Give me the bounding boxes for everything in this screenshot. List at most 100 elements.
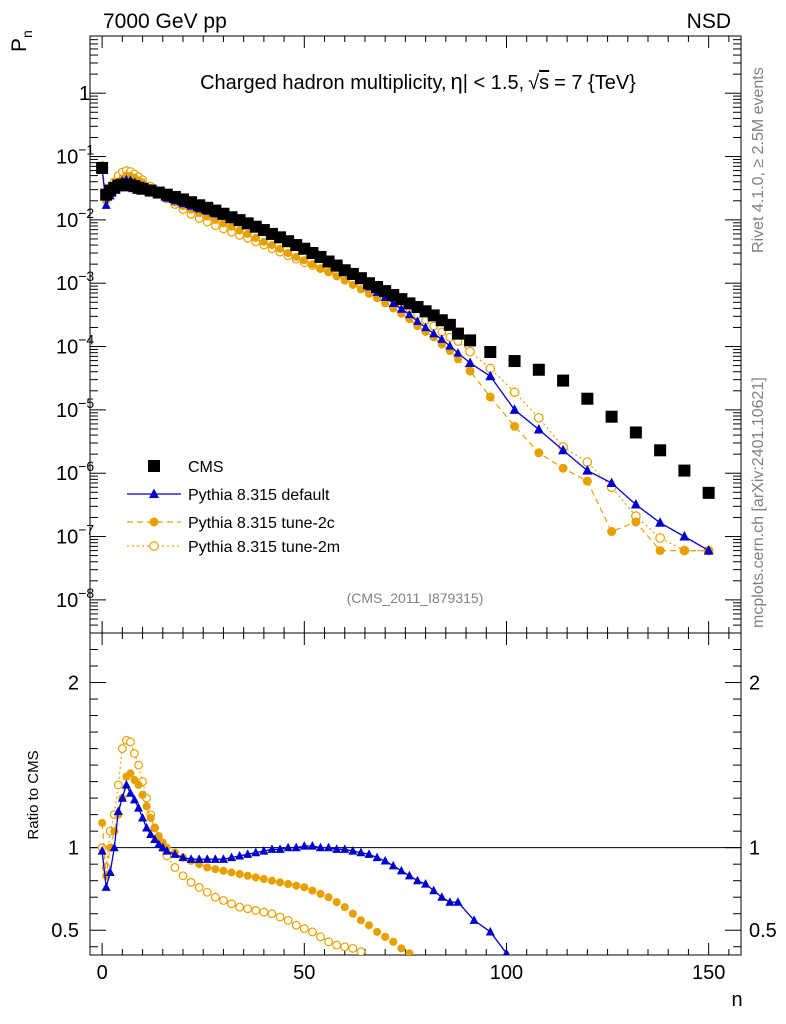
ratio-point-default bbox=[235, 850, 245, 860]
ratio-point-default bbox=[101, 882, 111, 891]
ratio-y-tick-label: 1 bbox=[68, 838, 79, 860]
ratio-point-default bbox=[315, 842, 325, 852]
ratio-point-tune2c bbox=[381, 932, 390, 941]
data-point-tune2c bbox=[485, 392, 495, 402]
ratio-point-default bbox=[117, 793, 127, 802]
ratio-y-label: Ratio to CMS bbox=[25, 750, 42, 839]
ratio-point-tune2m bbox=[259, 907, 269, 917]
main-axis-ticks bbox=[90, 35, 741, 634]
ratio-point-default bbox=[453, 897, 463, 906]
ratio-point-default bbox=[283, 842, 293, 852]
data-point-tune2c bbox=[364, 289, 374, 298]
data-point-tune2c bbox=[348, 280, 357, 289]
ratio-frame bbox=[89, 632, 742, 956]
ratio-point-default bbox=[210, 854, 220, 863]
data-point-default bbox=[445, 341, 455, 350]
ratio-point-tune2m bbox=[126, 737, 135, 747]
x-tick-label: 50 bbox=[293, 962, 315, 984]
ratio-y-tick-label-right: 1 bbox=[749, 838, 760, 860]
legend-item-cms: CMS bbox=[148, 459, 224, 476]
ratio-point-default bbox=[291, 842, 301, 852]
data-point-cms bbox=[484, 345, 497, 358]
ratio-point-default bbox=[340, 844, 350, 853]
main-y-tick-label: 10−5 bbox=[56, 395, 94, 422]
legend-marker-tune2c bbox=[149, 517, 159, 527]
ratio-point-default bbox=[97, 846, 107, 855]
ratio-point-default bbox=[194, 854, 204, 863]
ratio-point-tune2c bbox=[316, 889, 325, 898]
rivet-version-label: Rivet 4.1.0, ≥ 2.5M events bbox=[750, 67, 767, 253]
ratio-point-default bbox=[413, 875, 423, 885]
ratio-point-tune2m bbox=[299, 924, 309, 934]
ratio-point-default bbox=[154, 839, 164, 848]
ratio-point-default bbox=[348, 846, 358, 855]
data-point-default bbox=[404, 309, 414, 319]
legend-marker-default bbox=[149, 488, 159, 498]
x-tick-label: 150 bbox=[692, 962, 725, 984]
data-point-default bbox=[437, 334, 447, 343]
ratio-point-default bbox=[388, 860, 398, 870]
ratio-point-default bbox=[134, 803, 144, 812]
ratio-point-tune2c bbox=[134, 780, 143, 789]
ratio-point-tune2m bbox=[307, 927, 317, 937]
ratio-point-default bbox=[437, 892, 447, 901]
legend-marker-cms bbox=[148, 460, 160, 472]
data-point-cms bbox=[96, 161, 109, 174]
data-point-cms bbox=[678, 464, 691, 477]
main-y-tick-label: 10−1 bbox=[56, 142, 94, 169]
ratio-y-tick-label: 0.5 bbox=[51, 920, 79, 942]
data-point-tune2c bbox=[259, 237, 268, 246]
ratio-point-tune2c bbox=[146, 813, 155, 822]
legend: CMS Pythia 8.315 default Pythia 8.315 tune… bbox=[127, 459, 340, 556]
ratio-point-default bbox=[227, 852, 237, 862]
main-y-tick-labels: 1 10−1 10−2 10−3 10−4 10−5 10−6 10−7 10−8 bbox=[56, 83, 94, 612]
ratio-point-tune2m bbox=[186, 877, 196, 887]
ratio-point-default bbox=[275, 844, 285, 853]
legend-item-tune2m: Pythia 8.315 tune-2m bbox=[127, 539, 340, 556]
ratio-point-default bbox=[129, 794, 139, 804]
ratio-series-group bbox=[97, 735, 510, 955]
data-point-default bbox=[396, 304, 406, 313]
legend-label-tune2m: Pythia 8.315 tune-2m bbox=[188, 539, 340, 556]
ratio-point-tune2c bbox=[126, 769, 135, 778]
data-point-cms bbox=[629, 426, 642, 439]
data-point-tune2c bbox=[510, 421, 520, 431]
x-tick-label: 100 bbox=[490, 962, 523, 984]
ratio-y-tick-label: 2 bbox=[68, 673, 79, 695]
ratio-point-tune2m bbox=[348, 943, 358, 953]
ratio-point-default bbox=[243, 849, 253, 858]
ratio-point-tune2m bbox=[243, 904, 253, 914]
ratio-point-default bbox=[251, 847, 261, 857]
ratio-point-default bbox=[138, 812, 148, 822]
ratio-point-tune2m bbox=[194, 882, 204, 892]
ratio-point-tune2c bbox=[150, 823, 159, 832]
ratio-point-default bbox=[445, 897, 455, 906]
ratio-point-default bbox=[121, 779, 131, 789]
data-point-default bbox=[582, 465, 593, 475]
data-point-tune2c bbox=[308, 260, 317, 269]
ratio-point-default bbox=[218, 854, 228, 863]
data-point-tune2c bbox=[679, 546, 689, 556]
x-tick-label: 0 bbox=[97, 962, 108, 984]
ratio-point-tune2m bbox=[178, 871, 188, 881]
ratio-point-tune2c bbox=[292, 881, 301, 890]
data-point-tune2c bbox=[292, 252, 301, 261]
ratio-point-tune2c bbox=[308, 886, 317, 895]
ratio-axis-ticks bbox=[90, 633, 741, 955]
data-point-tune2c bbox=[558, 463, 568, 473]
ratio-point-default bbox=[150, 834, 160, 844]
ratio-point-tune2c bbox=[142, 802, 151, 811]
ratio-series-tune2c bbox=[98, 769, 414, 955]
ratio-point-tune2m bbox=[283, 915, 293, 925]
series-cms bbox=[96, 161, 715, 499]
ratio-point-tune2m bbox=[291, 920, 301, 930]
data-point-default bbox=[533, 423, 544, 434]
ratio-point-default bbox=[158, 842, 168, 852]
ratio-point-default bbox=[202, 854, 212, 863]
ratio-point-tune2c bbox=[235, 870, 244, 879]
ratio-point-tune2m bbox=[316, 932, 325, 942]
data-point-default bbox=[101, 200, 111, 209]
data-point-default bbox=[655, 517, 666, 527]
ratio-point-tune2c bbox=[219, 866, 228, 875]
ratio-point-default bbox=[178, 852, 188, 862]
